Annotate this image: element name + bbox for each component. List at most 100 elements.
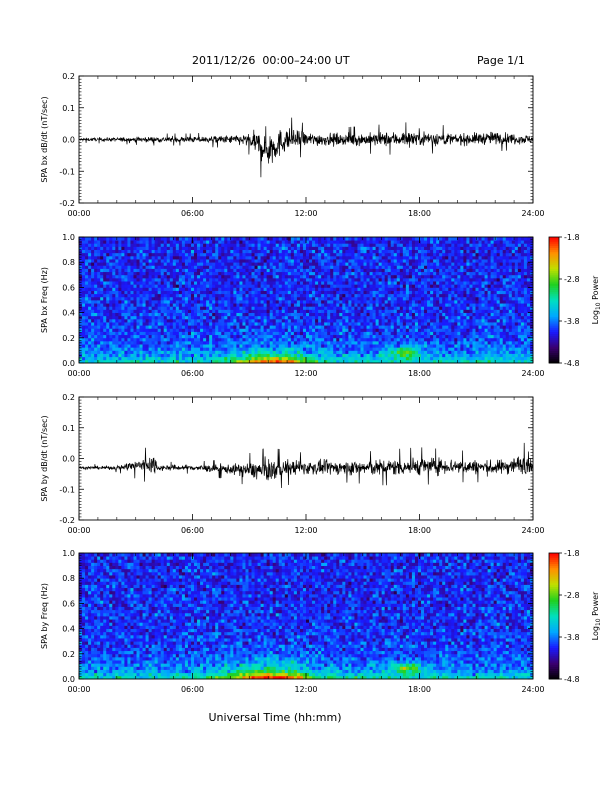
spectrogram-cell	[187, 265, 192, 269]
spectrogram-cell	[172, 322, 177, 326]
spectrogram-cell	[91, 274, 95, 279]
spectrogram-cell	[266, 252, 271, 257]
spectrogram-cell	[151, 293, 156, 298]
spectrogram-cell	[381, 328, 386, 332]
spectrogram-cell	[206, 281, 210, 285]
spectrogram-cell	[184, 325, 189, 329]
spectrogram-cell	[236, 312, 240, 317]
spectrogram-cell	[224, 318, 228, 323]
spectrogram-cell	[236, 293, 240, 298]
spectrogram-cell	[278, 265, 283, 269]
spectrogram-cell	[233, 318, 237, 323]
spectrogram-cell	[324, 356, 328, 361]
spectrogram-cell	[402, 325, 407, 329]
spectrogram-cell	[94, 350, 98, 354]
spectrogram-cell	[175, 268, 180, 273]
spectrogram-cell	[85, 356, 89, 361]
spectrogram-cell	[142, 356, 146, 361]
spectrogram-cell	[324, 290, 328, 295]
spectrogram-cell	[181, 309, 186, 313]
spectrogram-cell	[221, 309, 225, 313]
spectrogram-cell	[378, 328, 383, 332]
spectrogram-cell	[433, 350, 437, 354]
spectrogram-cell	[82, 277, 86, 282]
spectrogram-cell	[109, 334, 113, 339]
spectrogram-cell	[306, 249, 310, 254]
spectrogram-cell	[442, 259, 446, 263]
spectrogram-cell	[384, 293, 389, 298]
spectrogram-cell	[363, 300, 367, 304]
spectrogram-cell	[224, 271, 228, 276]
spectrogram-cell	[287, 284, 292, 288]
spectrogram-cell	[327, 290, 331, 295]
spectrogram-cell	[263, 309, 268, 313]
spectrogram-cell	[121, 293, 125, 298]
spectrogram-cell	[103, 340, 107, 345]
spectrogram-cell	[336, 284, 340, 288]
spectrogram-cell	[130, 303, 134, 307]
spectrogram-cell	[272, 259, 277, 263]
spectrogram-cell	[366, 350, 370, 354]
spectrogram-cell	[118, 353, 122, 358]
spectrogram-cell	[242, 309, 246, 313]
spectrogram-cell	[302, 347, 307, 351]
spectrogram-cell	[112, 300, 116, 304]
spectrogram-cell	[327, 284, 331, 288]
spectrogram-cell	[236, 284, 240, 288]
spectrogram-cell	[287, 331, 292, 336]
spectrogram-cell	[348, 303, 352, 307]
spectrogram-cell	[181, 287, 186, 291]
spectrogram-cell	[166, 268, 171, 273]
spectrogram-cell	[88, 303, 92, 307]
spectrogram-cell	[115, 334, 119, 339]
spectrogram-cell	[318, 262, 322, 266]
spectrogram-cell	[190, 318, 195, 323]
spectrogram-cell	[260, 271, 265, 276]
spectrogram-cell	[342, 312, 346, 317]
spectrogram-cell	[318, 309, 322, 313]
spectrogram-cell	[266, 265, 271, 269]
spectrogram-cell	[145, 277, 150, 282]
spectrogram-cell	[372, 309, 377, 313]
spectrogram-cell	[88, 268, 92, 273]
spectrogram-cell	[139, 277, 143, 282]
spectrogram-cell	[284, 287, 289, 291]
spectrogram-cell	[312, 243, 316, 247]
spectrogram-cell	[421, 318, 425, 323]
spectrogram-cell	[236, 306, 240, 310]
spectrogram-cell	[345, 312, 349, 317]
spectrogram-cell	[299, 325, 304, 329]
spectrogram-cell	[233, 359, 237, 364]
spectrogram-cell	[372, 340, 377, 345]
spectrogram-cell	[411, 334, 416, 339]
spectrogram-cell	[424, 290, 428, 295]
spectrogram-cell	[427, 356, 431, 361]
spectrogram-cell	[127, 312, 131, 317]
spectrogram-cell	[281, 252, 286, 257]
spectrogram-cell	[145, 315, 150, 320]
spectrogram-cell	[375, 322, 380, 326]
spectrogram-cell	[97, 315, 101, 320]
spectrogram-cell	[408, 290, 413, 295]
spectrogram-cell	[281, 268, 286, 273]
spectrogram-cell	[414, 296, 419, 301]
spectrogram-cell	[142, 328, 146, 332]
spectrogram-cell	[360, 334, 364, 339]
spectrogram-cell	[357, 318, 361, 323]
spectrogram-cell	[369, 274, 373, 279]
spectrogram-cell	[100, 284, 104, 288]
spectrogram-cell	[357, 344, 361, 348]
spectrogram-cell	[369, 356, 373, 361]
spectrogram-cell	[106, 309, 110, 313]
spectrogram-cell	[424, 265, 428, 269]
spectrogram-cell	[369, 340, 373, 345]
spectrogram-cell	[178, 337, 183, 342]
spectrogram-cell	[372, 344, 377, 348]
spectrogram-cell	[85, 331, 89, 336]
spectrogram-cell	[157, 274, 162, 279]
spectrogram-cell	[345, 265, 349, 269]
spectrogram-cell	[251, 350, 255, 354]
spectrogram-cell	[82, 303, 86, 307]
spectrogram-cell	[118, 347, 122, 351]
spectrogram-cell	[436, 334, 440, 339]
